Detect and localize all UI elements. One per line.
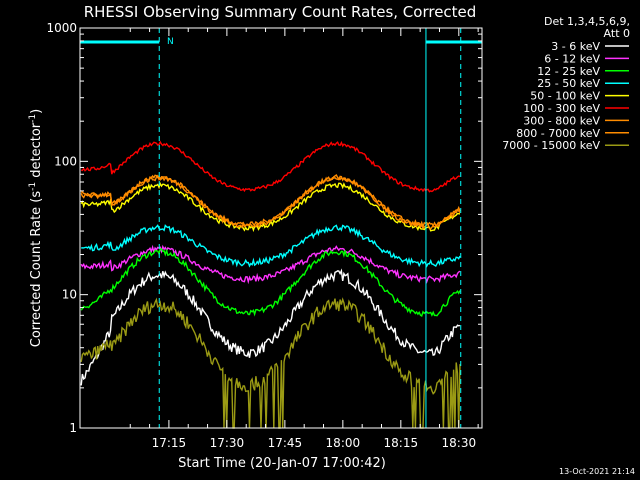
x-tick-label-2: 17:45: [268, 436, 303, 450]
legend-label-7: 800 - 7000 keV: [516, 127, 600, 140]
series-line-4: [80, 181, 461, 233]
legend-label-0: 3 - 6 keV: [551, 40, 600, 53]
y-tick-label-0: 1: [69, 421, 77, 435]
chart-title: RHESSI Observing Summary Count Rates, Co…: [84, 3, 477, 21]
x-tick-label-5: 18:30: [442, 436, 477, 450]
series-line-5: [80, 140, 461, 193]
series-line-1: [80, 244, 461, 285]
legend-label-5: 100 - 300 keV: [523, 102, 600, 115]
legend-label-6: 300 - 800 keV: [523, 114, 600, 127]
legend-label-2: 12 - 25 keV: [537, 65, 600, 78]
series-line-0: [80, 268, 461, 386]
legend-label-3: 25 - 50 keV: [537, 77, 600, 90]
top-annotation: N: [167, 37, 174, 47]
legend-label-8: 7000 - 15000 keV: [502, 139, 600, 152]
series-layer: [80, 140, 461, 429]
y-tick-label-2: 100: [54, 154, 77, 168]
x-tick-label-0: 17:15: [152, 436, 187, 450]
x-tick-label-4: 18:15: [384, 436, 419, 450]
series-line-3: [81, 224, 461, 268]
series-line-2: [80, 248, 461, 317]
y-tick-label-1: 10: [62, 288, 77, 302]
series-line-8: [80, 297, 461, 429]
footer-date: 13-Oct-2021 21:14: [559, 467, 635, 476]
x-tick-label-3: 18:00: [326, 436, 361, 450]
series-line-7: [81, 174, 461, 229]
legend-header-attenuator: Att 0: [604, 27, 630, 40]
x-tick-label-1: 17:30: [210, 436, 245, 450]
plot-frame: [79, 27, 483, 429]
x-axis: 17:15 17:30 17:45 18:00 18:15 18:30: [129, 28, 479, 450]
y-tick-label-3: 1000: [46, 21, 77, 35]
legend-label-1: 6 - 12 keV: [544, 52, 600, 65]
x-axis-label: Start Time (20-Jan-07 17:00:42): [178, 456, 386, 471]
legend-header-detectors: Det 1,3,4,5,6,9,: [544, 15, 630, 28]
y-axis-label: Corrected Count Rate (s-1 detector-1): [28, 109, 44, 347]
legend-label-4: 50 - 100 keV: [530, 90, 600, 103]
